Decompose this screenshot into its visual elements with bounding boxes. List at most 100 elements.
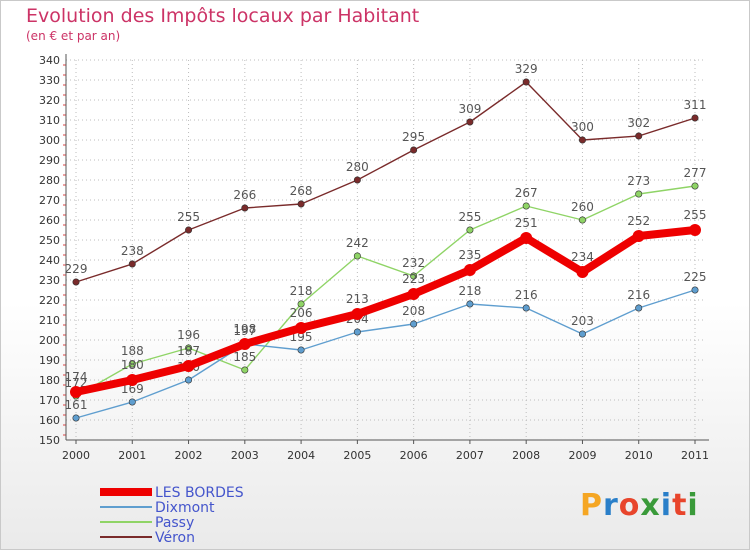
data-label-dixmont: 203 bbox=[571, 314, 594, 328]
data-label-les-bordes: 255 bbox=[684, 208, 707, 222]
data-label-v-ron: 238 bbox=[121, 244, 144, 258]
data-label-passy: 196 bbox=[177, 328, 200, 342]
data-point-v-ron bbox=[466, 118, 474, 126]
data-point-dixmont bbox=[72, 414, 80, 422]
data-label-les-bordes: 213 bbox=[346, 292, 369, 306]
data-label-passy: 273 bbox=[627, 174, 650, 188]
x-tick-label: 2001 bbox=[118, 449, 146, 462]
data-label-v-ron: 309 bbox=[458, 102, 481, 116]
data-point-les-bordes bbox=[520, 232, 533, 244]
data-label-dixmont: 161 bbox=[65, 398, 88, 412]
data-label-passy: 232 bbox=[402, 256, 425, 270]
data-point-passy bbox=[128, 360, 136, 368]
data-label-v-ron: 280 bbox=[346, 160, 369, 174]
data-label-v-ron: 302 bbox=[627, 116, 650, 130]
proxiti-logo: Proxiti bbox=[580, 488, 699, 523]
data-label-les-bordes: 251 bbox=[515, 216, 538, 230]
data-label-les-bordes: 198 bbox=[233, 322, 256, 336]
data-point-v-ron bbox=[578, 136, 586, 144]
legend-label: Passy bbox=[155, 515, 194, 531]
data-point-v-ron bbox=[185, 226, 193, 234]
y-tick-label: 210 bbox=[39, 314, 60, 327]
data-label-v-ron: 329 bbox=[515, 62, 538, 76]
x-tick-label: 2010 bbox=[625, 449, 653, 462]
chart-title: Evolution des Impôts locaux par Habitant bbox=[26, 5, 420, 27]
legend-label: Dixmont bbox=[155, 500, 215, 516]
data-point-dixmont bbox=[185, 376, 193, 384]
data-label-passy: 242 bbox=[346, 236, 369, 250]
data-point-les-bordes bbox=[689, 224, 701, 236]
data-point-passy bbox=[635, 190, 643, 198]
y-tick-label: 250 bbox=[39, 234, 60, 247]
data-label-passy: 277 bbox=[684, 166, 707, 180]
data-label-passy: 260 bbox=[571, 200, 594, 214]
x-tick-label: 2011 bbox=[681, 449, 709, 462]
data-point-les-bordes bbox=[70, 386, 82, 398]
data-label-passy: 218 bbox=[290, 284, 313, 298]
x-tick-label: 2004 bbox=[287, 449, 315, 462]
data-point-les-bordes bbox=[238, 338, 251, 350]
data-point-v-ron bbox=[241, 204, 249, 212]
y-tick-label: 280 bbox=[39, 174, 60, 187]
data-point-v-ron bbox=[297, 200, 305, 208]
data-point-passy bbox=[578, 216, 586, 224]
data-point-dixmont bbox=[410, 320, 418, 328]
data-label-v-ron: 300 bbox=[571, 120, 594, 134]
data-label-dixmont: 225 bbox=[684, 270, 707, 284]
logo-letter: r bbox=[603, 488, 619, 523]
data-label-dixmont: 197 bbox=[233, 324, 256, 338]
data-point-dixmont bbox=[297, 346, 305, 354]
data-label-dixmont: 216 bbox=[627, 288, 650, 302]
data-label-passy: 172 bbox=[65, 376, 88, 390]
legend-label: Véron bbox=[155, 530, 195, 546]
data-label-passy: 188 bbox=[121, 344, 144, 358]
data-label-les-bordes: 187 bbox=[177, 344, 200, 358]
logo-letter: o bbox=[618, 488, 641, 523]
data-label-les-bordes: 174 bbox=[65, 370, 88, 384]
y-tick-label: 240 bbox=[39, 254, 60, 267]
series-line-v-ron bbox=[75, 81, 696, 283]
data-point-les-bordes bbox=[182, 360, 195, 372]
data-label-v-ron: 229 bbox=[65, 262, 88, 276]
logo-letter: t bbox=[672, 488, 688, 523]
data-point-dixmont bbox=[578, 330, 586, 338]
y-tick-label: 330 bbox=[39, 74, 60, 87]
x-tick-label: 2002 bbox=[175, 449, 203, 462]
data-point-passy bbox=[466, 226, 474, 234]
x-tick-label: 2000 bbox=[62, 449, 90, 462]
data-point-passy bbox=[353, 252, 361, 260]
data-point-v-ron bbox=[72, 278, 80, 286]
logo-letter: i bbox=[687, 488, 699, 523]
data-label-les-bordes: 252 bbox=[627, 214, 650, 228]
data-point-passy bbox=[297, 300, 305, 308]
y-tick-label: 220 bbox=[39, 294, 60, 307]
data-point-v-ron bbox=[691, 114, 699, 122]
data-point-dixmont bbox=[691, 286, 699, 294]
data-point-dixmont bbox=[353, 328, 361, 336]
data-point-v-ron bbox=[635, 132, 643, 140]
y-tick-label: 270 bbox=[39, 194, 60, 207]
data-label-passy: 185 bbox=[233, 350, 256, 364]
legend-label: LES BORDES bbox=[155, 485, 244, 501]
x-tick-label: 2006 bbox=[400, 449, 428, 462]
data-point-passy bbox=[185, 344, 193, 352]
y-tick-label: 290 bbox=[39, 154, 60, 167]
data-label-les-bordes: 180 bbox=[121, 358, 144, 372]
data-point-dixmont bbox=[635, 304, 643, 312]
data-label-v-ron: 295 bbox=[402, 130, 425, 144]
data-label-dixmont: 218 bbox=[458, 284, 481, 298]
x-tick-label: 2003 bbox=[231, 449, 259, 462]
series-line-dixmont bbox=[75, 289, 696, 419]
chart-subtitle: (en € et par an) bbox=[26, 29, 121, 43]
data-point-v-ron bbox=[353, 176, 361, 184]
data-label-v-ron: 266 bbox=[233, 188, 256, 202]
y-tick-label: 300 bbox=[39, 134, 60, 147]
y-tick-label: 320 bbox=[39, 94, 60, 107]
data-point-les-bordes bbox=[295, 322, 308, 334]
data-label-v-ron: 311 bbox=[684, 98, 707, 112]
data-point-v-ron bbox=[410, 146, 418, 154]
y-tick-label: 260 bbox=[39, 214, 60, 227]
series-line-les-bordes bbox=[72, 226, 699, 396]
data-label-les-bordes: 235 bbox=[458, 248, 481, 262]
